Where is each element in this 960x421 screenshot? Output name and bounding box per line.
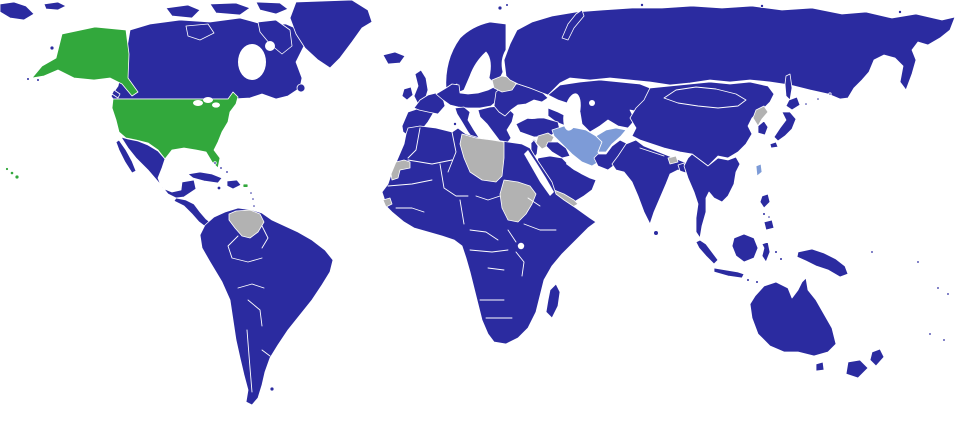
state-hawaii	[5, 167, 9, 171]
severnaya-zemlya	[640, 3, 645, 8]
pacific-islands	[870, 250, 874, 254]
kuril-islands	[804, 102, 808, 106]
baja-california	[115, 139, 137, 174]
country-madagascar	[545, 283, 561, 319]
country-bhutan	[667, 155, 679, 165]
country-sri-lanka	[653, 230, 659, 236]
svalbard	[497, 5, 503, 11]
aleutian-islands	[36, 78, 40, 82]
lesser-sunda-islands	[755, 280, 759, 284]
kuril-islands	[828, 92, 832, 96]
pacific-islands	[936, 286, 940, 290]
country-japan	[769, 96, 801, 149]
country-afghanistan	[595, 127, 627, 153]
sakhalin-island	[784, 73, 793, 101]
lake-victoria	[517, 242, 525, 250]
country-ireland	[401, 86, 414, 101]
new-guinea-island	[796, 248, 849, 278]
pacific-islands	[946, 292, 950, 296]
country-cuba	[187, 171, 223, 184]
philippines-visayas	[767, 215, 771, 219]
country-guinea-bissau	[382, 197, 393, 208]
country-libya	[459, 133, 505, 183]
country-venezuela	[228, 209, 265, 239]
novaya-zemlya	[561, 9, 585, 41]
tasmania-island	[815, 361, 825, 372]
country-new-zealand	[845, 348, 885, 379]
st-lawrence-island	[49, 45, 55, 51]
territory-puerto-rico	[242, 183, 249, 188]
bahamas	[213, 161, 217, 165]
bahamas	[225, 170, 229, 174]
country-north-korea	[752, 105, 769, 127]
lesser-sunda-islands	[746, 278, 750, 282]
canadian-arctic-islands	[165, 1, 293, 55]
aral-sea	[589, 100, 595, 106]
black-sea	[518, 105, 546, 119]
great-lakes	[193, 100, 203, 106]
state-hawaii	[14, 174, 20, 180]
falkland-islands	[269, 386, 275, 392]
svalbard	[505, 3, 509, 7]
mongolia-border	[639, 86, 747, 157]
great-lakes	[212, 102, 220, 108]
wrangel-island	[898, 9, 903, 14]
moluccas	[779, 257, 783, 261]
country-borders	[387, 127, 557, 319]
moluccas	[774, 250, 778, 254]
country-jamaica	[216, 185, 222, 191]
caspian-sea	[563, 93, 581, 131]
country-iceland	[382, 51, 406, 65]
region-indochina	[683, 153, 741, 239]
country-indonesia	[695, 233, 771, 279]
philippines-visayas	[762, 212, 766, 216]
newfoundland-island	[296, 83, 306, 93]
hudson-strait	[265, 41, 275, 51]
country-iraq	[545, 141, 571, 159]
country-china	[629, 81, 775, 167]
corsica-island	[452, 122, 457, 127]
continent-south-america	[199, 207, 334, 406]
great-lakes	[203, 97, 213, 103]
territory-western-sahara	[390, 159, 411, 181]
pacific-islands	[928, 332, 932, 336]
vancouver-island	[111, 89, 121, 99]
country-taiwan	[755, 163, 763, 177]
pacific-islands	[942, 338, 946, 342]
lesser-antilles	[252, 204, 256, 208]
pacific-islands	[916, 260, 920, 264]
red-sea	[524, 150, 554, 196]
state-hawaii	[9, 170, 15, 176]
country-sudan	[499, 179, 537, 223]
hudson-bay	[238, 44, 266, 80]
country-philippines	[759, 193, 775, 231]
hispaniola	[226, 179, 242, 190]
country-south-korea	[757, 120, 769, 136]
kuril-islands	[816, 97, 820, 101]
lesser-antilles	[251, 197, 255, 201]
bahamas	[219, 166, 223, 170]
country-mexico	[120, 136, 197, 199]
chukotka-wraparound	[0, 1, 67, 21]
country-greenland	[289, 0, 373, 69]
country-united-states	[111, 91, 239, 169]
state-alaska	[31, 26, 139, 97]
persian-gulf	[566, 158, 590, 176]
new-siberian-islands	[760, 4, 765, 9]
country-borders	[227, 225, 271, 393]
lesser-antilles	[249, 191, 253, 195]
country-russia	[503, 5, 956, 100]
aleutian-islands	[26, 77, 30, 81]
country-france	[413, 92, 446, 115]
country-australia	[749, 277, 837, 357]
